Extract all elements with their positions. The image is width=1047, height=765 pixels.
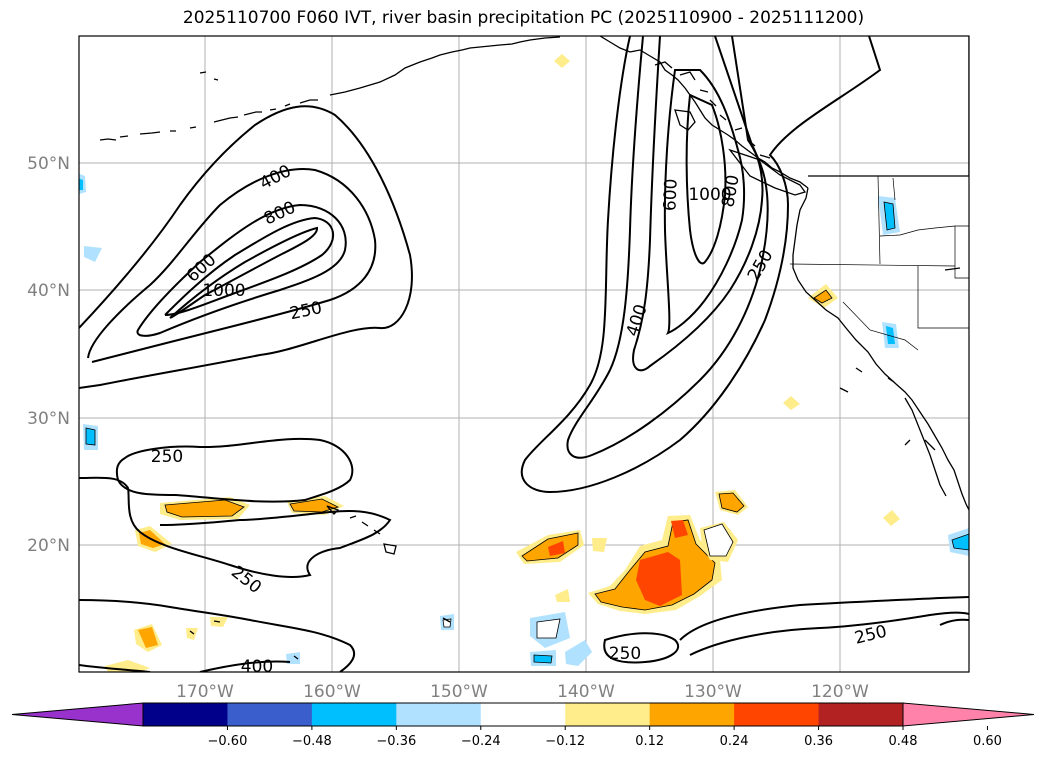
- contour-label: 250: [609, 644, 641, 664]
- colorbar-extend-high: [902, 702, 1035, 727]
- lat-label-20n: 20°N: [27, 536, 70, 556]
- colorbar-segment: [311, 703, 397, 726]
- lat-label-30n: 30°N: [27, 409, 70, 429]
- colorbar-tick-label: −0.36: [376, 734, 416, 749]
- lon-label-160w: 160°W: [303, 682, 361, 702]
- lon-label-130w: 130°W: [684, 682, 742, 702]
- colorbar-segment: [565, 703, 651, 726]
- colorbar-tick-label: −0.12: [545, 734, 585, 749]
- colorbar-tick-label: 0.24: [720, 734, 749, 749]
- colorbar: −0.60 −0.48 −0.36 −0.24 −0.12 0.12 0.24 0.36 0.4…: [11, 702, 1035, 749]
- contour-label: 1000: [688, 185, 731, 205]
- gridlines: [79, 36, 969, 672]
- lon-label-140w: 140°W: [557, 682, 615, 702]
- plot-area: [79, 36, 969, 672]
- coastlines: [99, 36, 969, 660]
- plot-frame: [78, 35, 970, 673]
- longitude-labels: 170°W 160°W 150°W 140°W 130°W 120°W: [176, 682, 869, 702]
- lon-label-170w: 170°W: [176, 682, 234, 702]
- colorbar-segment: [143, 703, 228, 726]
- colorbar-tick-label: −0.48: [292, 734, 332, 749]
- colorbar-tick-label: −0.24: [461, 734, 501, 749]
- lat-label-50n: 50°N: [27, 154, 70, 174]
- colorbar-segment: [480, 703, 566, 726]
- colorbar-extend-low: [11, 702, 144, 727]
- colorbar-tick-label: 0.36: [804, 734, 833, 749]
- colorbar-tick-label: −0.60: [208, 734, 248, 749]
- colorbar-segment: [818, 703, 904, 726]
- colorbar-segment: [227, 703, 313, 726]
- ivt-contours: [79, 36, 969, 672]
- colorbar-segment: [734, 703, 820, 726]
- precip-negative-shading: [79, 173, 969, 666]
- colorbar-segment: [396, 703, 482, 726]
- map-title: 2025110700 F060 IVT, river basin precipi…: [182, 8, 865, 28]
- colorbar-segment: [649, 703, 735, 726]
- contour-label: 400: [241, 657, 273, 677]
- latitude-labels: 50°N 40°N 30°N 20°N: [27, 154, 70, 556]
- contour-label: 600: [660, 178, 681, 211]
- lon-label-120w: 120°W: [811, 682, 869, 702]
- colorbar-frame: [142, 702, 904, 727]
- lon-label-150w: 150°W: [430, 682, 488, 702]
- lat-label-40n: 40°N: [27, 281, 70, 301]
- colorbar-tick-label: 0.60: [973, 734, 1002, 749]
- colorbar-tick-label: 0.12: [635, 734, 664, 749]
- contour-label: 250: [151, 447, 183, 467]
- colorbar-tick-label: 0.48: [889, 734, 918, 749]
- contour-label: 1000: [202, 281, 245, 301]
